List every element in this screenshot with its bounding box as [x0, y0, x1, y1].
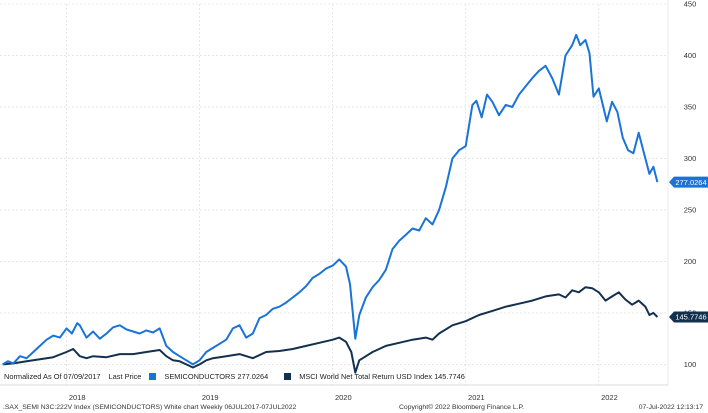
last-value-label-semiconductors: 277.0264 [669, 176, 708, 188]
x-tick-label: 2022 [601, 393, 618, 402]
legend-swatch-msci [284, 373, 292, 380]
x-axis-ticks: 201720182019202020212022 [69, 393, 618, 402]
x-tick-label: 2020 [335, 393, 352, 402]
last-value-label-msci: 145.7746 [669, 311, 708, 323]
footer-timestamp: 07-Jul-2022 12:13:17 [638, 404, 703, 411]
legend-item-msci: MSCI World Net Total Return USD Index 14… [284, 372, 473, 381]
series-line-semiconductors [2, 33, 659, 366]
legend-swatch-semiconductors [149, 373, 157, 380]
x-tick-label: 2019 [202, 393, 219, 402]
legend-item-semiconductors: SEMICONDUCTORS 277.0264 [149, 372, 276, 381]
legend-price-label: Last Price [108, 372, 142, 381]
series-line-msci [2, 286, 659, 374]
x-tick-label: 2021 [468, 393, 485, 402]
y-tick-label: 200 [684, 257, 697, 266]
legend-series2-label: MSCI World Net Total Return USD Index 14… [299, 372, 465, 381]
y-tick-label: 100 [684, 360, 697, 369]
y-tick-label: 400 [684, 51, 697, 60]
y-tick-label: 450 [684, 0, 697, 9]
series-layer [2, 33, 659, 374]
last-value-tag [669, 176, 708, 188]
y-tick-label: 350 [684, 103, 697, 112]
footer-left-text: .SAX_SEMI N3C:222V Index (SEMICONDUCTORS… [3, 404, 297, 411]
footer-copyright: Copyright© 2022 Bloomberg Finance L.P. [399, 404, 525, 411]
last-value-labels: 277.0264 145.7746 [669, 176, 708, 323]
legend: Normalized As Of 07/09/2017 Last Price S… [4, 372, 481, 381]
y-tick-label: 300 [684, 154, 697, 163]
legend-normalized-label: Normalized As Of 07/09/2017 [4, 372, 101, 381]
last-value-tag [669, 311, 708, 323]
last-value-text: 145.7746 [675, 313, 706, 322]
x-tick-label: 2018 [69, 393, 86, 402]
legend-series1-label: SEMICONDUCTORS 277.0264 [164, 372, 269, 381]
last-value-text: 277.0264 [675, 178, 706, 187]
y-tick-label: 250 [684, 206, 697, 215]
